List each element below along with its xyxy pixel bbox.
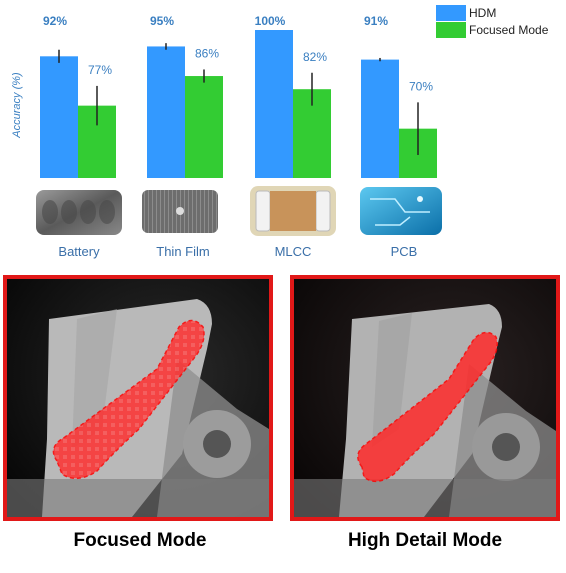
legend-swatch-hdm — [436, 5, 466, 21]
legend-label-hdm: HDM — [469, 6, 496, 20]
value-label-hdm-pcb: 91% — [364, 14, 388, 28]
bar-hdm-battery — [40, 56, 78, 178]
focused-mode-highlight — [52, 319, 205, 480]
bar-focused-mode-thin-film — [185, 76, 223, 178]
bar-hdm-pcb — [361, 59, 399, 178]
category-label-thin-film: Thin Film — [156, 244, 209, 259]
value-label-focused-mode-pcb: 70% — [409, 79, 433, 93]
focused-mode-panel — [3, 275, 273, 521]
bar-hdm-thin-film — [147, 46, 185, 178]
category-label-battery: Battery — [58, 244, 100, 259]
focused-mode-caption: Focused Mode — [73, 530, 207, 551]
legend-swatch-focused-mode — [436, 22, 466, 38]
mlcc-sample-icon — [250, 186, 336, 236]
y-axis-label: Accuracy (%) — [11, 72, 23, 139]
high-detail-mode-highlight — [357, 331, 498, 483]
focused-mode-image — [7, 279, 269, 517]
value-label-hdm-battery: 92% — [43, 14, 67, 28]
value-label-focused-mode-mlcc: 82% — [303, 50, 327, 64]
high-detail-mode-image — [294, 279, 556, 517]
high-detail-mode-caption: High Detail Mode — [347, 530, 503, 551]
category-label-mlcc: MLCC — [275, 244, 312, 259]
value-label-focused-mode-thin-film: 86% — [195, 46, 219, 60]
pcb-sample-icon — [360, 187, 442, 235]
battery-sample-icon — [36, 190, 122, 235]
high-detail-mode-panel — [290, 275, 560, 521]
value-label-hdm-thin-film: 95% — [150, 14, 174, 28]
accuracy-chart: Accuracy (%) 92% 77% 95% 86% 100% 82% 91% 70% H… — [11, 5, 549, 259]
category-label-pcb: PCB — [391, 244, 418, 259]
legend: HDM Focused Mode — [436, 5, 549, 38]
legend-label-focused-mode: Focused Mode — [469, 23, 549, 37]
thin-film-sample-icon — [142, 190, 218, 233]
bar-hdm-mlcc — [255, 30, 293, 178]
value-label-focused-mode-battery: 77% — [88, 63, 112, 77]
value-label-hdm-mlcc: 100% — [255, 14, 286, 28]
